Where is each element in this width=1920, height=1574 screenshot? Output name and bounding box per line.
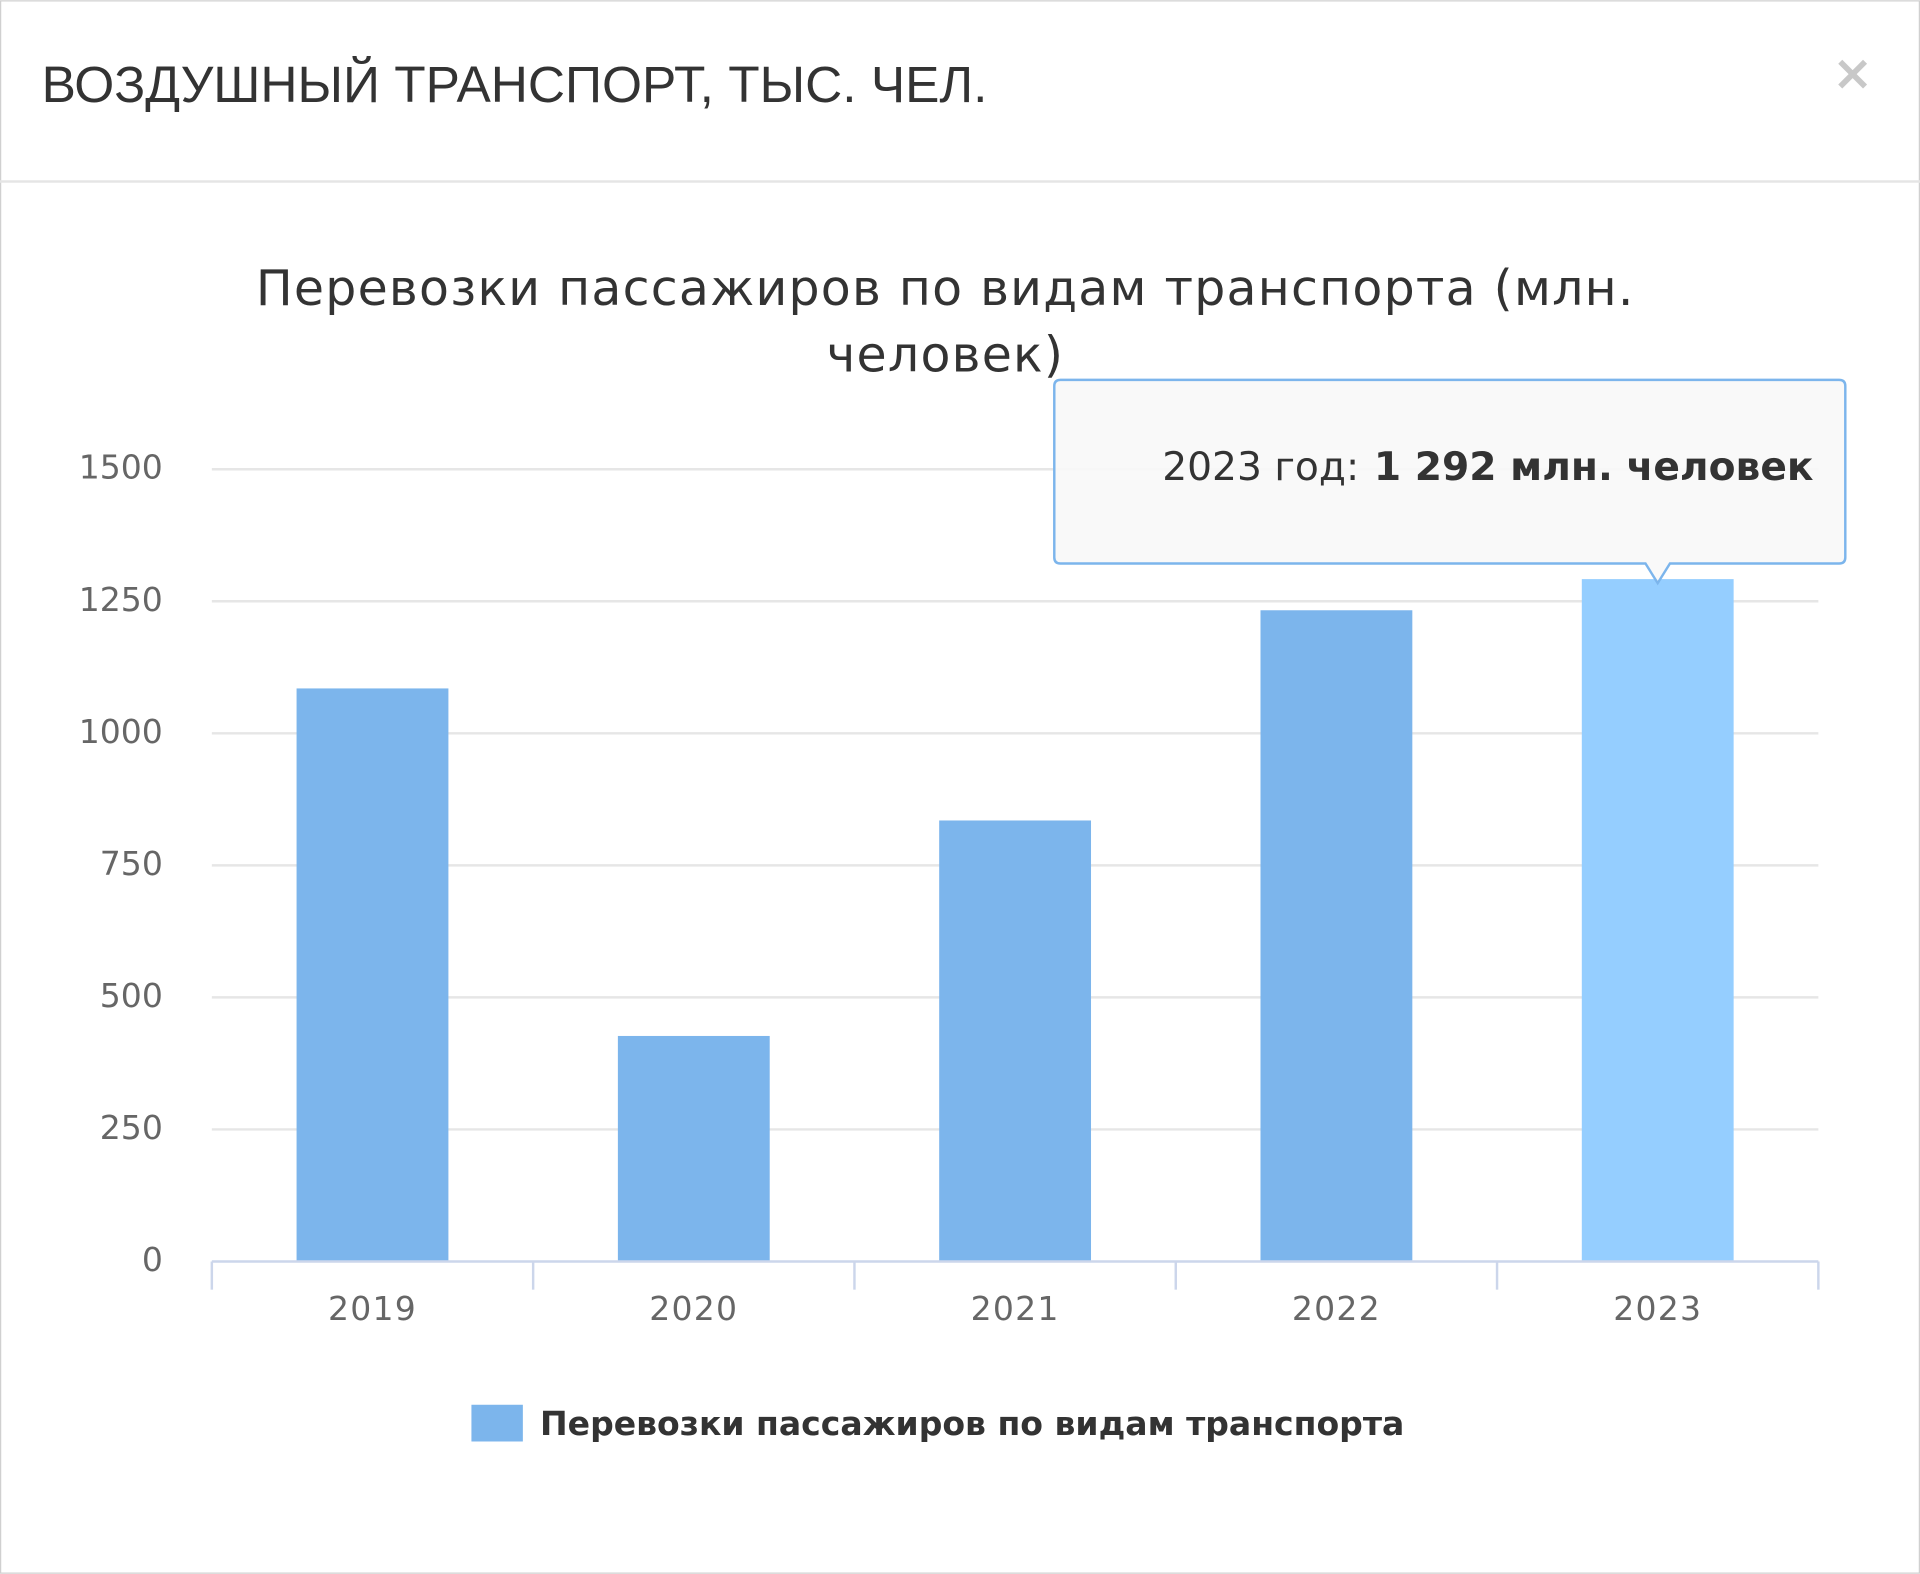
bar	[1260, 610, 1413, 1262]
y-tick-label: 1250	[79, 580, 163, 619]
y-tick-label: 0	[142, 1240, 163, 1279]
modal-title: ВОЗДУШНЫЙ ТРАНСПОРТ, ТЫС. ЧЕЛ.	[42, 55, 988, 113]
x-tick-label: 2021	[971, 1289, 1060, 1328]
tooltip-box	[1053, 378, 1847, 586]
x-tick-label: 2023	[1613, 1289, 1702, 1328]
y-tick-label: 750	[100, 844, 163, 883]
tooltip-text: 2023 год: 1 292 млн. человек	[1162, 445, 1814, 490]
chart-title: Перевозки пассажиров по видам транспорта…	[256, 260, 1635, 317]
y-tick-label: 1500	[79, 448, 163, 487]
x-tick-label: 2020	[649, 1289, 738, 1328]
legend-label: Перевозки пассажиров по видам транспорта	[540, 1404, 1404, 1443]
y-tick-label: 250	[100, 1108, 163, 1147]
y-tick-label: 500	[100, 976, 163, 1015]
tooltip-value: 1 292 млн. человек	[1374, 445, 1814, 490]
tooltip-category: 2023 год:	[1162, 445, 1359, 490]
bar	[939, 820, 1092, 1262]
legend-swatch	[471, 1404, 523, 1442]
x-tick-label: 2022	[1292, 1289, 1381, 1328]
chart-title: человек)	[826, 326, 1064, 383]
bar	[1581, 579, 1734, 1262]
y-tick-label: 1000	[79, 712, 163, 751]
x-tick-label: 2019	[328, 1289, 417, 1328]
bar	[296, 688, 449, 1262]
close-button[interactable]: ×	[1832, 45, 1873, 102]
bar	[617, 1035, 770, 1262]
